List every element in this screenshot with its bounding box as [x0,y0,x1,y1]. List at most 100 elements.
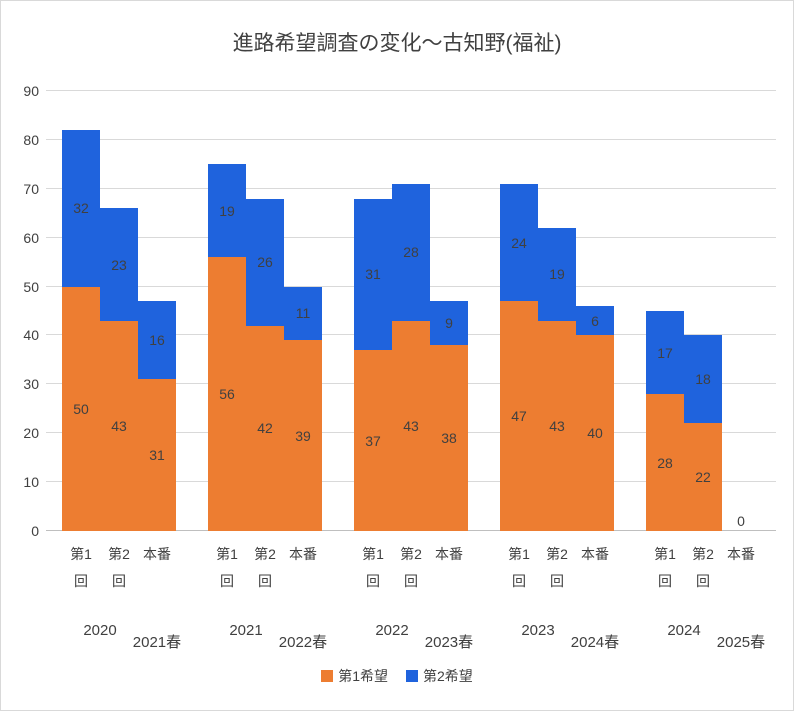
legend: 第1希望 第2希望 [1,666,793,686]
bar-segment-series-1: 31 [138,379,176,531]
bar-segment-series-2: 23 [100,208,138,321]
data-label: 43 [549,417,565,434]
bar-segment-series-2: 32 [62,130,100,287]
year-label-group: 2021 2022春 [192,622,338,662]
x-tick-label: 本番 [435,546,463,562]
stacked-bar: 38 9 [430,91,468,531]
bar-segment-series-1: 56 [208,257,246,531]
data-label: 31 [365,266,381,283]
data-label: 9 [445,315,453,332]
y-axis: 0 10 20 30 40 50 60 70 80 90 [1,83,39,539]
bar-segment-series-1: 40 [576,335,614,531]
spring-year-label: 2022春 [278,634,328,651]
x-tick-label: 本番 [727,546,755,562]
x-tick-label: 第1 回 [70,546,92,589]
data-label: 31 [149,447,165,464]
year-label-group: 2022 2023春 [338,622,484,662]
year-label: 2023 [521,622,555,639]
data-label: 38 [441,430,457,447]
bar-segment-series-1: 43 [392,320,430,531]
stacked-bar: 31 16 [138,91,176,531]
x-tick-label: 本番 [143,546,171,562]
y-tick-label: 20 [23,425,39,442]
bar-segment-series-2: 31 [354,198,392,351]
data-label: 42 [257,420,273,437]
legend-label: 第2希望 [423,668,473,684]
bar-segment-series-1: 43 [100,320,138,531]
stacked-bar: 43 23 [100,91,138,531]
stacked-bar: 22 18 [684,91,722,531]
data-label: 18 [695,371,711,388]
year-label: 2022 [375,622,409,639]
data-label: 17 [657,344,673,361]
data-label: 43 [403,417,419,434]
y-tick-label: 0 [31,523,39,539]
bar-segment-series-1: 22 [684,423,722,531]
bar-segment-series-2: 9 [430,301,468,346]
stacked-bar: 42 26 [246,91,284,531]
x-tick-label: 第2 回 [692,546,714,589]
legend-item: 第2希望 [406,666,473,686]
x-tick-group: 第1 回第2 回本番 [46,541,192,595]
year-label: 2020 [83,622,117,639]
bar-segment-series-1: 47 [500,301,538,531]
gridline [46,138,776,140]
x-axis-tick-labels: 第1 回第2 回本番 第1 回第2 回本番 第1 回第2 回本番 第1 回第2 回本番 第1 回第2 回本番 [46,541,776,595]
year-label: 2021 [229,622,263,639]
stacked-bar: 28 17 [646,91,684,531]
bar-segment-series-2: 17 [646,311,684,395]
bar-group: 37 31 43 28 38 9 [338,91,484,531]
spring-year-label: 2025春 [716,634,766,651]
y-tick-label: 50 [23,278,39,295]
bar-segment-series-1: 38 [430,345,468,531]
stacked-bar: 43 19 [538,91,576,531]
gridline [46,90,776,91]
data-label: 19 [549,266,565,283]
year-label-group: 2020 2021春 [46,622,192,662]
data-label: 24 [511,234,527,251]
stacked-bar: 0 [722,91,760,531]
bar-segment-series-2: 19 [538,227,576,321]
legend-swatch [406,670,418,682]
data-label: 39 [295,427,311,444]
bar-group: 47 24 43 19 40 6 [484,91,630,531]
x-tick-label: 第2 回 [546,546,568,589]
data-label: 23 [111,256,127,273]
x-tick-label: 第1 回 [508,546,530,589]
y-tick-label: 90 [23,83,39,99]
y-tick-label: 80 [23,131,39,148]
data-label: 32 [73,200,89,217]
data-label: 37 [365,432,381,449]
bar-segment-series-2: 6 [576,306,614,336]
bar-segment-series-1: 28 [646,394,684,531]
data-label: 43 [111,417,127,434]
data-label: 26 [257,254,273,271]
stacked-bar: 40 6 [576,91,614,531]
bar-group: 50 32 43 23 31 16 [46,91,192,531]
bar-segment-series-1: 50 [62,286,100,531]
x-tick-label: 第2 回 [108,546,130,589]
spring-year-label: 2023春 [424,634,474,651]
bar-group: 56 19 42 26 39 11 [192,91,338,531]
data-label: 50 [73,400,89,417]
y-tick-label: 40 [23,327,39,344]
year-label-group: 2023 2024春 [484,622,630,662]
x-tick-label: 本番 [289,546,317,562]
stacked-bar: 47 24 [500,91,538,531]
chart-title: 進路希望調査の変化～古知野(福祉) [232,32,562,55]
bar-segment-series-2: 16 [138,301,176,380]
data-label: 16 [149,332,165,349]
data-label: 6 [591,312,599,329]
y-tick-label: 60 [23,229,39,246]
data-label-zero: 0 [737,513,745,529]
data-label: 47 [511,408,527,425]
y-tick-label: 70 [23,180,39,197]
bar-group: 28 17 22 18 0 [630,91,776,531]
stacked-bar: 37 31 [354,91,392,531]
legend-item: 第1希望 [321,666,388,686]
data-label: 28 [403,244,419,261]
x-tick-label: 第1 回 [362,546,384,589]
x-tick-group: 第1 回第2 回本番 [630,541,776,595]
x-tick-group: 第1 回第2 回本番 [338,541,484,595]
